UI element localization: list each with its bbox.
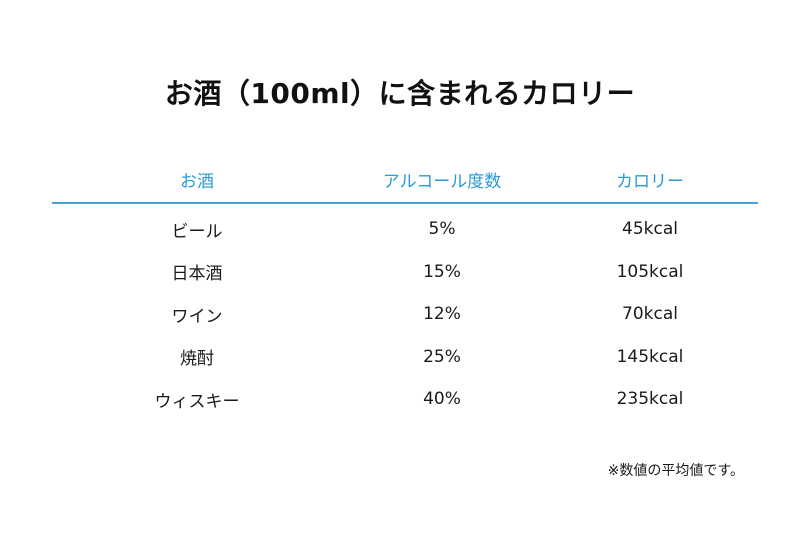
cell-drink: 日本酒 (171, 264, 223, 285)
page-title: お酒（100ml）に含まれるカロリー (164, 77, 636, 110)
table-row: ワイン 12% 70kcal (52, 293, 758, 336)
calorie-table: お酒 アルコール度数 カロリー ビール 5% 45kcal 日本酒 15% 10… (52, 168, 758, 421)
cell-calories: 235kcal (616, 389, 684, 410)
cell-alcohol: 40% (423, 389, 461, 410)
table-body: ビール 5% 45kcal 日本酒 15% 105kcal ワイン 12% 70… (52, 204, 758, 421)
cell-alcohol: 25% (423, 346, 461, 367)
column-header-drink: お酒 (180, 172, 214, 192)
cell-alcohol: 12% (423, 304, 461, 325)
table-header: お酒 アルコール度数 カロリー (52, 168, 758, 204)
cell-drink: ビール (171, 221, 223, 242)
table-row: ウィスキー 40% 235kcal (52, 378, 758, 421)
table-row: ビール 5% 45kcal (52, 208, 758, 251)
cell-drink: ワイン (171, 306, 223, 327)
cell-calories: 145kcal (616, 346, 684, 367)
table-row: 日本酒 15% 105kcal (52, 251, 758, 294)
footnote: ※数値の平均値です。 (607, 463, 744, 479)
cell-alcohol: 5% (428, 219, 456, 240)
cell-calories: 105kcal (616, 261, 684, 282)
cell-drink: ウィスキー (154, 391, 240, 412)
cell-calories: 70kcal (622, 304, 678, 325)
column-header-alcohol: アルコール度数 (382, 172, 502, 192)
cell-drink: 焼酎 (180, 349, 214, 370)
table-row: 焼酎 25% 145kcal (52, 336, 758, 379)
column-header-calories: カロリー (616, 172, 684, 192)
cell-calories: 45kcal (622, 219, 678, 240)
cell-alcohol: 15% (423, 261, 461, 282)
